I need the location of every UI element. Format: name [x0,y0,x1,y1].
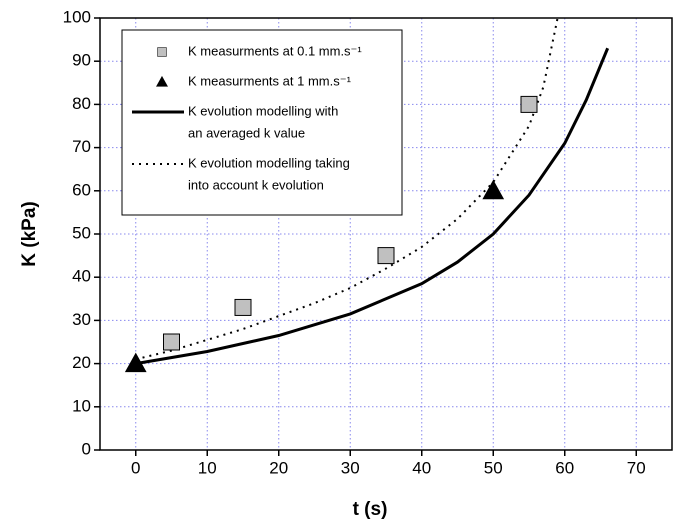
legend-label: K evolution modelling with [188,103,338,118]
legend-label: into account k evolution [188,177,324,192]
x-tick-label: 10 [198,458,217,477]
x-axis-title: t (s) [353,499,388,520]
legend-box [121,29,403,216]
triangle-marker [482,179,505,200]
y-tick-label: 90 [72,51,91,70]
legend-label: K measurments at 0.1 mm.s⁻¹ [188,43,362,58]
square-marker [234,298,252,316]
x-tick-label: 50 [484,458,503,477]
y-tick-label: 10 [72,396,91,415]
y-tick-label: 60 [72,180,91,199]
legend-label: K evolution modelling taking [188,155,350,170]
triangle-marker [124,352,147,373]
x-tick-label: 60 [555,458,574,477]
square-marker [377,247,395,265]
series-line [135,47,610,366]
legend-marker [157,47,167,57]
y-tick-label: 0 [82,439,91,458]
x-tick-label: 20 [269,458,288,477]
y-tick-label: 70 [72,137,91,156]
y-tick-label: 40 [72,267,91,286]
y-tick-label: 100 [63,7,91,26]
y-axis-title: K (kPa) [19,201,40,266]
x-tick-label: 30 [341,458,360,477]
y-tick-label: 20 [72,353,91,372]
series-line [135,18,559,361]
x-tick-label: 40 [412,458,431,477]
y-tick-label: 50 [72,223,91,242]
square-marker [163,333,180,351]
x-tick-label: 0 [131,458,140,477]
legend-marker [156,75,168,87]
y-tick-label: 80 [72,94,91,113]
legend-label: an averaged k value [188,125,305,140]
plot-frame [99,17,673,451]
legend-label: K measurments at 1 mm.s⁻¹ [188,73,352,88]
x-tick-label: 70 [627,458,646,477]
square-marker [520,95,538,113]
y-tick-label: 30 [72,310,91,329]
